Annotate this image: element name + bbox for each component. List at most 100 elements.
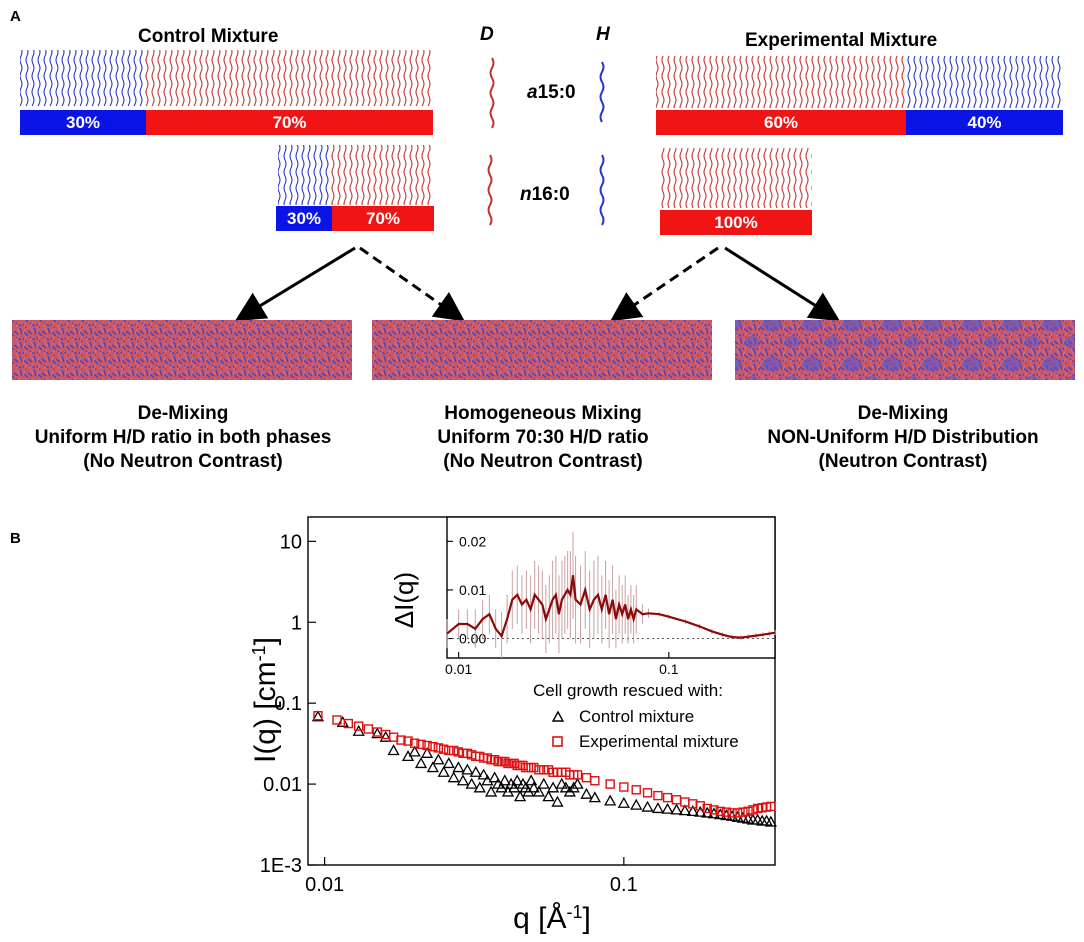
lipid-n16-prefix: n [520,184,532,205]
experimental-point [642,788,653,798]
exp-a15-red-chains [656,56,906,108]
experimental-point [695,801,705,811]
control-point [442,757,455,769]
chain-h-label: H [596,24,610,45]
arrow-control-homogeneous [359,246,465,322]
experimental-point [512,760,522,771]
control-point [311,710,325,722]
caption-2-line-1: Homogeneous Mixing [444,403,642,424]
control-point [527,781,540,793]
control-point [604,794,617,806]
control-point [452,761,465,773]
inset-delta-line [446,575,776,639]
experimental-point [738,807,748,817]
exp-n16-red-chains [660,148,812,208]
experimental-point [581,772,592,783]
experimental-point [526,762,536,773]
caption-3-line-1: De-Mixing [857,403,949,424]
control-point [408,745,421,757]
experimental-point [515,760,525,771]
experimental-point [653,790,663,801]
experimental-point [433,743,444,753]
control-point [559,781,572,793]
experimental-point [715,806,725,817]
experimental-point [403,736,413,746]
x-tick-label: 0.01 [305,874,344,896]
legend-experimental-label: Experimental mixture [579,732,739,751]
experimental-point [721,807,732,817]
caption-3-line-3: (Neutron Contrast) [818,451,988,472]
lipid-chains-illustration [20,50,1063,226]
experimental-point [619,782,629,792]
y-tick-label: 10 [280,531,302,553]
control-point [580,787,593,799]
control-point [461,763,474,775]
main-series-group [311,710,777,827]
control-point [537,777,550,789]
caption-2-line-2: Uniform 70:30 H/D ratio [437,427,649,448]
control-point [641,800,654,812]
caption-3-line-2: NON-Uniform H/D Distribution [767,427,1039,448]
control-point [379,730,392,742]
control-a15-blue-chains [20,50,146,106]
control-point [571,777,584,789]
y-tick-label: 0.01 [263,774,302,796]
experimental-point [363,724,374,734]
control-point [447,771,460,783]
experimental-point [727,808,737,818]
lipid-a15-label: a15:0 [527,82,576,104]
control-point [498,774,511,786]
inset-y-tick-label: 0.02 [459,533,486,549]
arrow-exp-demixing [724,246,841,322]
control-point [473,781,486,793]
caption-homogeneous: Homogeneous Mixing Uniform 70:30 H/D rat… [360,402,726,474]
control-point [678,804,692,816]
control-point [532,785,545,797]
single-chain-d-n16 [487,154,493,226]
control-point [437,765,450,777]
exp-a15-blue-bar: 40% [906,110,1063,135]
panel-b-label: B [10,530,21,547]
control-point [426,761,439,773]
y-tick-label: 0.1 [274,693,302,715]
experimental-point [521,762,531,773]
inset-plot-frame [446,516,776,659]
control-point [651,802,665,814]
experimental-point [605,779,615,789]
caption-2-line-3: (No Neutron Contrast) [443,451,643,472]
control-n16-blue-chains [278,145,332,205]
membrane-demixing-uniform [12,320,352,380]
control-point [630,798,643,810]
experimental-mixture-title: Experimental Mixture [745,30,938,51]
control-n16-red-bar: 70% [332,206,434,231]
control-point [456,774,470,786]
control-point [465,777,478,789]
control-point [546,781,560,793]
control-point [469,765,482,777]
legend-experimental-marker [552,736,563,747]
experimental-point [428,741,438,752]
experimental-point [396,735,406,745]
caption-1-line-3: (No Neutron Contrast) [83,451,283,472]
control-point [371,727,384,739]
experimental-point [702,803,712,814]
control-point [336,715,349,727]
y-tick-label: 1 [291,612,302,634]
x-tick-label: 0.1 [610,874,638,896]
y-axis-title: I(q) [cm-1] [249,637,282,763]
legend-control-marker [551,710,565,722]
control-n16-blue-bar: 30% [276,206,332,231]
experimental-point [732,808,743,818]
control-point [686,805,699,817]
legend-title: Cell growth rescued with: [533,681,723,700]
exp-n16-red-bar: 100% [660,210,812,235]
inset-axes-ticks: 0.01 0.10.000.010.02 [445,533,775,677]
control-point [508,781,521,793]
control-mixture-title: Control Mixture [138,26,279,47]
single-chain-h-n16 [599,154,605,226]
caption-1-line-2: Uniform H/D ratio in both phases [34,427,332,448]
control-n16-red-chains [332,145,433,205]
experimental-point [534,765,544,775]
